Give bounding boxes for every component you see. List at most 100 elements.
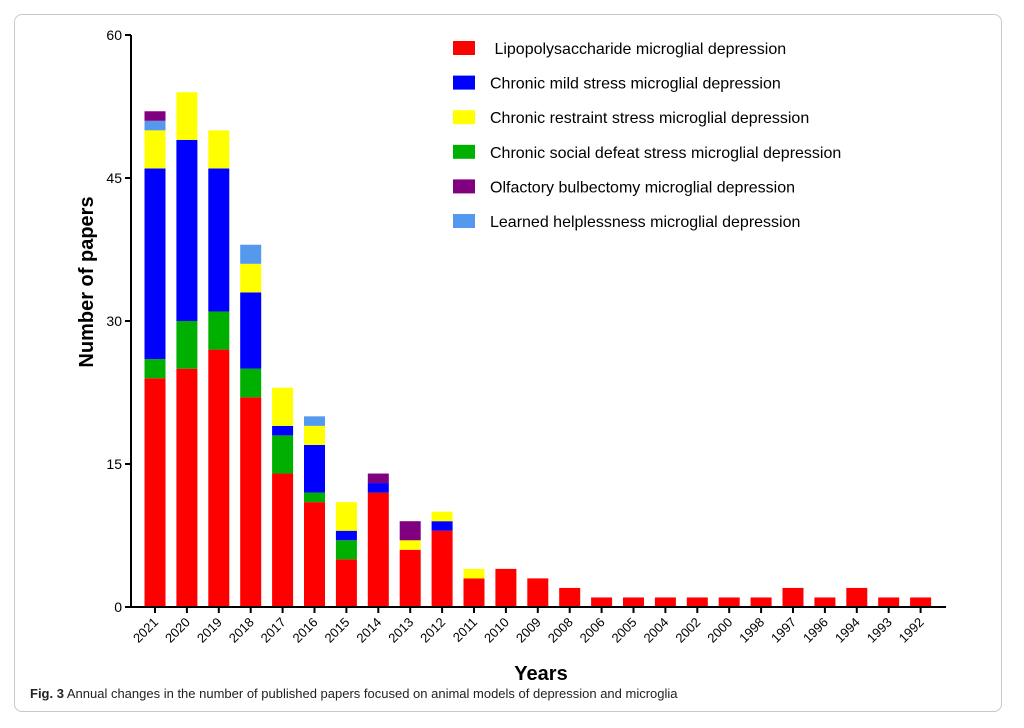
x-tick-label: 2002 (672, 615, 703, 646)
legend-swatch (453, 110, 475, 125)
legend-swatch (453, 214, 475, 228)
bar-segment-2009 (527, 578, 549, 607)
y-tick-label: 60 (106, 27, 122, 43)
bar-segment-2021 (144, 130, 166, 169)
bar-segment-2021 (144, 120, 166, 131)
bar-segment-2019 (208, 349, 230, 607)
bar-segment-2002 (686, 597, 708, 607)
bar-segment-2019 (208, 168, 230, 312)
y-axis-title: Number of papers (76, 196, 98, 367)
bar-segment-2011 (463, 568, 485, 579)
x-tick-label: 2019 (194, 615, 225, 646)
x-tick-label: 2000 (704, 615, 735, 646)
bar-segment-2013 (399, 540, 421, 550)
y-tick-label: 30 (106, 313, 122, 329)
x-tick-label: 2017 (258, 615, 289, 646)
bar-segment-2013 (399, 521, 421, 541)
bar-segment-1994 (846, 587, 868, 607)
bar-segment-2017 (272, 435, 294, 474)
legend-swatch (453, 179, 475, 194)
bar-segment-2010 (495, 568, 517, 607)
x-tick-label: 2020 (162, 615, 193, 646)
legend-swatch (453, 75, 475, 90)
x-tick-label: 2012 (417, 615, 448, 646)
bar-segment-2012 (431, 521, 453, 531)
bar-segment-2016 (304, 416, 325, 426)
x-tick-label: 2009 (513, 615, 544, 646)
bar-segment-2006 (591, 597, 613, 607)
bar-segment-2021 (144, 359, 166, 379)
x-tick-label: 2010 (481, 615, 512, 646)
figure-caption: Fig. 3 Annual changes in the number of p… (30, 686, 678, 701)
bar-segment-2014 (367, 483, 389, 493)
legend-label: Olfactory bulbectomy microglial depressi… (490, 179, 795, 196)
bar-segment-2017 (272, 387, 294, 426)
x-tick-label: 1994 (832, 615, 863, 646)
bar-segment-2016 (304, 492, 325, 503)
bar-segment-2020 (176, 139, 198, 321)
x-tick-label: 1997 (768, 615, 799, 646)
y-tick-label: 15 (106, 456, 122, 472)
bar-segment-2008 (559, 587, 581, 607)
y-tick-label: 45 (106, 170, 122, 186)
x-tick-label: 1993 (864, 615, 895, 646)
bar-segment-2020 (176, 321, 198, 369)
bar-segment-1993 (878, 597, 900, 607)
legend-label: Chronic restraint stress microglial depr… (490, 110, 809, 127)
legend-label: Lipopolysaccharide microglial depression (490, 41, 786, 58)
bar-segment-2020 (176, 92, 198, 140)
bar-segment-2018 (240, 263, 262, 293)
legend: Lipopolysaccharide microglial depression… (453, 41, 841, 231)
bar-segment-2014 (367, 492, 389, 607)
bar-segment-2014 (367, 473, 389, 484)
bar-segment-2005 (623, 597, 644, 607)
bar-segment-2016 (304, 425, 325, 445)
bars-layer (144, 92, 932, 607)
bar-segment-1998 (750, 597, 772, 607)
x-axis-title: Years (514, 663, 567, 685)
y-tick-label: 0 (114, 599, 122, 615)
legend-label: Learned helplessness microglial depressi… (490, 214, 800, 231)
x-tick-label: 1992 (896, 615, 927, 646)
x-tick-label: 2004 (640, 615, 671, 646)
x-tick-label: 2016 (290, 615, 321, 646)
legend-label: Chronic social defeat stress microglial … (490, 145, 841, 162)
x-tick-label: 2015 (321, 615, 352, 646)
bar-segment-2015 (335, 540, 357, 560)
legend-swatch (453, 41, 475, 55)
bar-segment-2015 (335, 530, 357, 541)
x-tick-label: 1998 (736, 615, 767, 646)
y-ticks: 0 15 30 45 60 (106, 27, 131, 615)
bar-segment-2021 (144, 378, 166, 607)
legend-swatch (453, 144, 475, 159)
bar-segment-2016 (304, 502, 325, 607)
bar-segment-2018 (240, 397, 262, 607)
bar-segment-2012 (431, 511, 453, 522)
x-tick-label: 2018 (226, 615, 257, 646)
bar-segment-2013 (399, 549, 421, 607)
x-tick-label: 1996 (800, 615, 831, 646)
x-tick-label: 2006 (577, 615, 608, 646)
bar-segment-2019 (208, 311, 230, 350)
bar-segment-2004 (654, 597, 676, 607)
bar-segment-2018 (240, 244, 262, 264)
bar-segment-2017 (272, 425, 294, 436)
bar-segment-2015 (335, 502, 357, 531)
legend-label: Chronic mild stress microglial depressio… (490, 76, 781, 93)
bar-segment-1992 (910, 597, 932, 607)
x-tick-label: 2008 (545, 615, 576, 646)
bar-segment-1996 (814, 597, 836, 607)
bar-segment-1997 (782, 587, 804, 607)
bar-segment-2016 (304, 444, 325, 493)
bar-segment-2015 (335, 559, 357, 607)
bar-segment-2020 (176, 368, 198, 607)
bar-segment-2012 (431, 530, 453, 607)
x-tick-label: 2014 (353, 615, 384, 646)
bar-segment-2019 (208, 130, 230, 169)
bar-segment-2021 (144, 111, 166, 121)
x-tick-label: 2021 (130, 615, 161, 646)
bar-segment-2011 (463, 578, 485, 607)
caption-label: Fig. 3 (30, 686, 64, 701)
x-tick-label: 2013 (385, 615, 416, 646)
